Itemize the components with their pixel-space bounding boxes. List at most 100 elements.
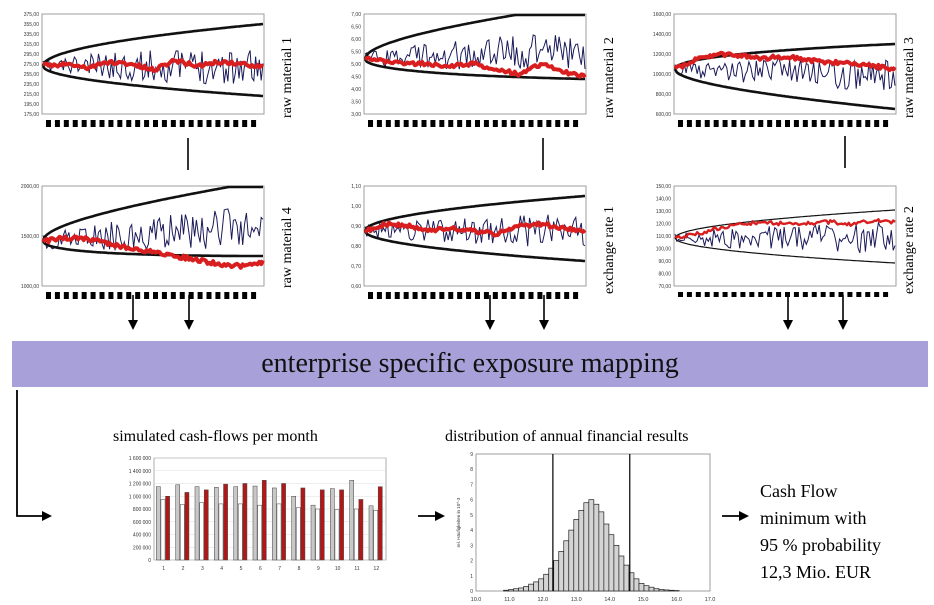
- x-tick-block: [224, 120, 230, 127]
- histogram-bar: [588, 499, 595, 592]
- histogram-bar: [653, 588, 660, 592]
- x-tick-block: [713, 120, 719, 127]
- x-tick-block: [829, 120, 835, 127]
- y-tick-label: 0,90: [351, 224, 361, 230]
- histogram-bar: [568, 529, 575, 592]
- x-tick-block: [161, 120, 167, 127]
- histogram-bar: [573, 519, 580, 592]
- distribution-x-tick: 10.0: [471, 597, 482, 603]
- x-tick-block: [72, 292, 78, 299]
- result-line-2: minimum with: [760, 508, 867, 528]
- chart-exchange-rate-2: 150,00 140,00 130,00 120,00 110,00 100,00 90,0…: [640, 182, 902, 308]
- x-tick-block: [242, 120, 248, 127]
- panel-svg: 2000,00 1500,00 1000,00: [21, 184, 265, 299]
- x-tick-block: [811, 120, 817, 127]
- x-tick-block: [439, 120, 445, 127]
- x-tick-block: [170, 292, 176, 299]
- histogram-bar: [603, 523, 610, 592]
- cashflow-x-tick: 10: [335, 566, 341, 572]
- histogram-bar: [623, 564, 630, 592]
- x-tick-block: [820, 120, 826, 127]
- y-tick-label: 1,10: [351, 184, 361, 190]
- upper-fan-line: [41, 22, 264, 67]
- label-raw-material-4: raw material 4: [280, 207, 295, 288]
- x-tick-block: [46, 120, 51, 127]
- label-exchange-rate-1: exchange rate 1: [602, 206, 617, 294]
- cashflow-y-tick: 800 000: [133, 507, 151, 513]
- histogram-bar: [663, 589, 670, 592]
- x-tick-block: [838, 120, 844, 127]
- panel-svg: 7,00 6,50 6,00 5,50 5,00 4,50 4,00 3,50 3,00: [351, 12, 587, 127]
- x-tick-block: [758, 292, 764, 297]
- x-tick-block: [767, 120, 773, 127]
- x-tick-block: [233, 292, 239, 299]
- y-tick-label: 315,00: [24, 42, 40, 48]
- histogram-bar: [518, 587, 524, 592]
- x-tick-block: [368, 120, 373, 127]
- cashflow-x-tick: 1: [162, 566, 165, 572]
- result-line-4: 12,3 Mio. EUR: [760, 562, 872, 582]
- x-tick-block: [403, 120, 409, 127]
- x-tick-block: [376, 120, 382, 127]
- chart-cashflow: 1 600 000 1 400 000 1 200 000 1 000 000 800 …: [112, 454, 394, 574]
- upper-fan-line: [363, 194, 586, 232]
- x-tick-block: [188, 120, 194, 127]
- y-tick-label: 140,00: [656, 197, 672, 203]
- x-tick-block: [802, 292, 808, 297]
- panel-svg: 375,00 355,00 335,00 315,00 295,00 275,00 255,…: [24, 12, 265, 127]
- y-tick-label: 130,00: [656, 209, 672, 215]
- histogram-bar: [528, 583, 535, 592]
- x-tick-block: [206, 120, 212, 127]
- x-tick-block: [224, 292, 230, 299]
- distribution-y-tick: 9: [470, 452, 473, 458]
- y-tick-label: 150,00: [656, 184, 672, 190]
- y-tick-label: 355,00: [24, 22, 40, 28]
- x-tick-block: [856, 292, 862, 297]
- y-tick-label: 255,00: [24, 72, 40, 78]
- distribution-y-tick: 1: [470, 574, 473, 580]
- cashflow-x-tick: 7: [278, 566, 281, 572]
- mean-path: [674, 218, 896, 240]
- y-tick-label: 0,80: [351, 244, 361, 250]
- x-tick-block: [90, 292, 96, 299]
- x-tick-block: [385, 120, 391, 127]
- cashflow-bar: [233, 486, 239, 561]
- histogram-bar: [503, 589, 509, 592]
- cashflow-y-tick: 200 000: [133, 545, 151, 551]
- cashflow-bar: [276, 503, 282, 561]
- x-tick-block: [394, 292, 400, 299]
- distribution-y-tick: 6: [470, 498, 473, 504]
- cashflow-x-tick: 12: [374, 566, 380, 572]
- cashflow-bar: [272, 487, 277, 561]
- y-tick-label: 4,50: [351, 75, 361, 81]
- x-tick-block: [731, 120, 737, 127]
- y-tick-label: 2000,00: [21, 184, 39, 190]
- panel-svg: 1600,00 1400,00 1200,00 1000,00 800,00 600,00: [653, 12, 897, 127]
- x-tick-block: [448, 292, 454, 299]
- cashflow-bar: [296, 507, 301, 561]
- cashflow-bar: [214, 487, 219, 561]
- x-tick-block: [117, 120, 123, 127]
- flow-line-left: [16, 390, 52, 521]
- histogram-bar: [633, 578, 640, 592]
- x-tick-block: [72, 120, 78, 127]
- x-tick-block: [135, 292, 141, 299]
- y-tick-label: 120,00: [656, 222, 672, 228]
- y-tick-label: 0,70: [351, 264, 361, 270]
- y-tick-label: 90,00: [658, 259, 671, 265]
- y-tick-label: 295,00: [24, 52, 40, 58]
- x-tick-block: [820, 292, 826, 297]
- x-tick-block: [81, 120, 87, 127]
- distribution-x-tick: 14.0: [604, 597, 615, 603]
- y-tick-label: 3,50: [351, 100, 361, 106]
- histogram-bar: [558, 551, 565, 592]
- x-tick-block: [555, 120, 561, 127]
- cashflow-bar: [310, 504, 316, 561]
- x-tick-block: [546, 120, 552, 127]
- y-tick-label: 1200,00: [653, 52, 671, 58]
- x-tick-block: [126, 120, 132, 127]
- cashflow-bar: [349, 480, 355, 561]
- cashflow-y-tick: 1 200 000: [129, 482, 151, 488]
- histogram-bar: [523, 586, 529, 592]
- mean-path: [364, 55, 587, 79]
